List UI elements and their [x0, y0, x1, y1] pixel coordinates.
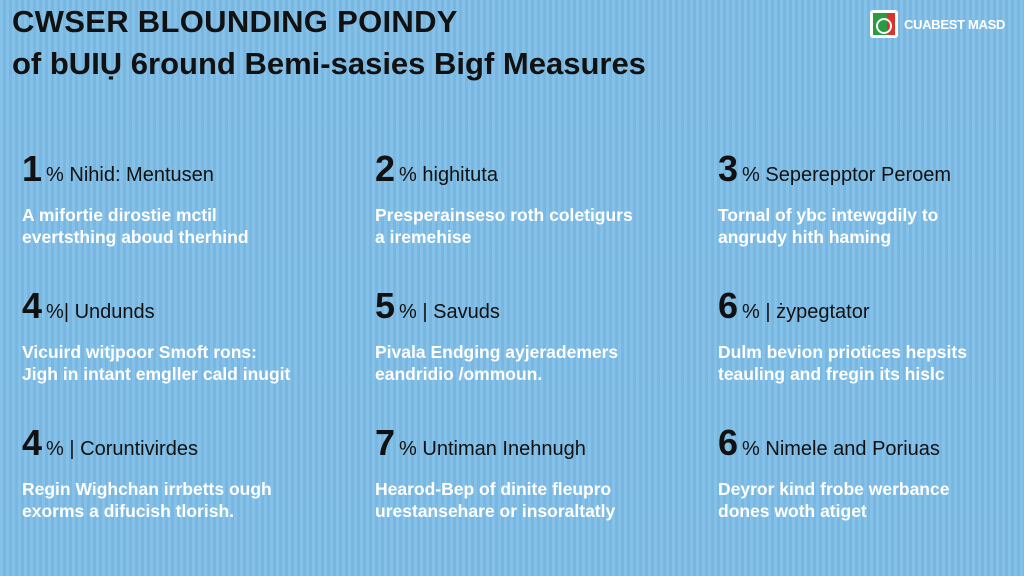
item-description-line: Pivala Endging ayjerademers	[375, 342, 619, 362]
list-item: 3 % Seperepptor Peroem Tornal of ybc int…	[718, 148, 1018, 248]
item-description-line: evertsthing aboud therhind	[22, 227, 249, 247]
item-heading: 6 % | żypegtator	[718, 285, 1018, 327]
item-description-line: Hearod-Bep of dinite fleupro	[375, 479, 612, 499]
item-description-line: A mifortie dirostie mctil	[22, 205, 217, 225]
item-description-line: Regin Wighchan irrbetts ough	[22, 479, 272, 499]
item-heading: 7 % Untiman Inehnugh	[375, 422, 675, 464]
list-item: 1 % Nihid: Mentusen A mifortie dirostie …	[22, 148, 322, 248]
item-title: % Nihid: Mentusen	[46, 164, 214, 186]
list-item: 5 % | Savuds Pivala Endging ayjerademers…	[375, 285, 675, 385]
item-heading: 3 % Seperepptor Peroem	[718, 148, 1018, 190]
item-number: 6	[718, 285, 739, 326]
brand-logo: CUABEST MASD	[870, 10, 1005, 38]
item-description-line: angrudy hith haming	[718, 227, 892, 247]
logo-mark-icon	[870, 10, 898, 38]
list-item: 2 % highituta Presperainseso roth coleti…	[375, 148, 675, 248]
item-description: Pivala Endging ayjerademers eandridio /om…	[375, 341, 675, 385]
item-number: 2	[375, 148, 396, 189]
item-description-line: Jigh in intant emgller cald inugit	[22, 364, 291, 384]
item-heading: 4 % | Coruntivirdes	[22, 422, 322, 464]
item-description-line: urestansehare or insoraltatly	[375, 501, 616, 521]
item-number: 3	[718, 148, 739, 189]
list-item: 7 % Untiman Inehnugh Hearod-Bep of dinit…	[375, 422, 675, 522]
page-subtitle: of bUIỤ 6round Bemi-sasies Bigf Measures	[12, 46, 646, 81]
item-heading: 6 % Nimele and Poriuas	[718, 422, 1018, 464]
item-description: Regin Wighchan irrbetts ough exorms a dif…	[22, 478, 322, 522]
item-number: 4	[22, 285, 43, 326]
item-number: 4	[22, 422, 43, 463]
item-heading: 4 %| Undunds	[22, 285, 322, 327]
item-title: % highituta	[399, 164, 498, 186]
item-heading: 1 % Nihid: Mentusen	[22, 148, 322, 190]
page-title: CWSER BLOUNDING POINDY	[12, 4, 458, 39]
item-description: Hearod-Bep of dinite fleupro urestansehar…	[375, 478, 675, 522]
item-description: Dulm bevion priotices hepsits teauling an…	[718, 341, 1018, 385]
item-description-line: Vicuird witjpoor Smoft rons:	[22, 342, 257, 362]
item-title: % | Savuds	[399, 301, 500, 323]
item-description-line: Dulm bevion priotices hepsits	[718, 342, 967, 362]
logo-wordmark: CUABEST MASD	[904, 16, 1006, 32]
item-heading: 2 % highituta	[375, 148, 675, 190]
item-description: Deyror kind frobe werbance dones woth ati…	[718, 478, 1018, 522]
list-item: 6 % | żypegtator Dulm bevion priotices h…	[718, 285, 1018, 385]
item-title: % Untiman Inehnugh	[399, 438, 586, 460]
item-description-line: Tornal of ybc intewgdily to	[718, 205, 939, 225]
item-number: 1	[22, 148, 43, 189]
item-title: % | żypegtator	[742, 301, 870, 323]
item-description-line: Presperainseso roth coletigurs	[375, 205, 633, 225]
item-description: Tornal of ybc intewgdily to angrudy hith …	[718, 204, 1018, 248]
item-description-line: a iremehise	[375, 227, 472, 247]
list-item: 4 %| Undunds Vicuird witjpoor Smoft rons…	[22, 285, 322, 385]
item-description-line: exorms a difucish tlorish.	[22, 501, 234, 521]
item-description-line: Deyror kind frobe werbance	[718, 479, 950, 499]
item-number: 7	[375, 422, 396, 463]
list-item: 6 % Nimele and Poriuas Deyror kind frobe…	[718, 422, 1018, 522]
item-title: % | Coruntivirdes	[46, 438, 198, 460]
item-description: A mifortie dirostie mctil evertsthing abo…	[22, 204, 322, 248]
item-heading: 5 % | Savuds	[375, 285, 675, 327]
item-description-line: teauling and fregin its hislc	[718, 364, 945, 384]
item-number: 5	[375, 285, 396, 326]
item-description: Vicuird witjpoor Smoft rons: Jigh in inta…	[22, 341, 322, 385]
item-number: 6	[718, 422, 739, 463]
item-description: Presperainseso roth coletigurs a iremehis…	[375, 204, 675, 248]
item-description-line: eandridio /ommoun.	[375, 364, 543, 384]
item-title: % Nimele and Poriuas	[742, 438, 940, 460]
list-item: 4 % | Coruntivirdes Regin Wighchan irrbe…	[22, 422, 322, 522]
item-description-line: dones woth atiget	[718, 501, 867, 521]
item-title: %| Undunds	[46, 301, 155, 323]
item-title: % Seperepptor Peroem	[742, 164, 952, 186]
